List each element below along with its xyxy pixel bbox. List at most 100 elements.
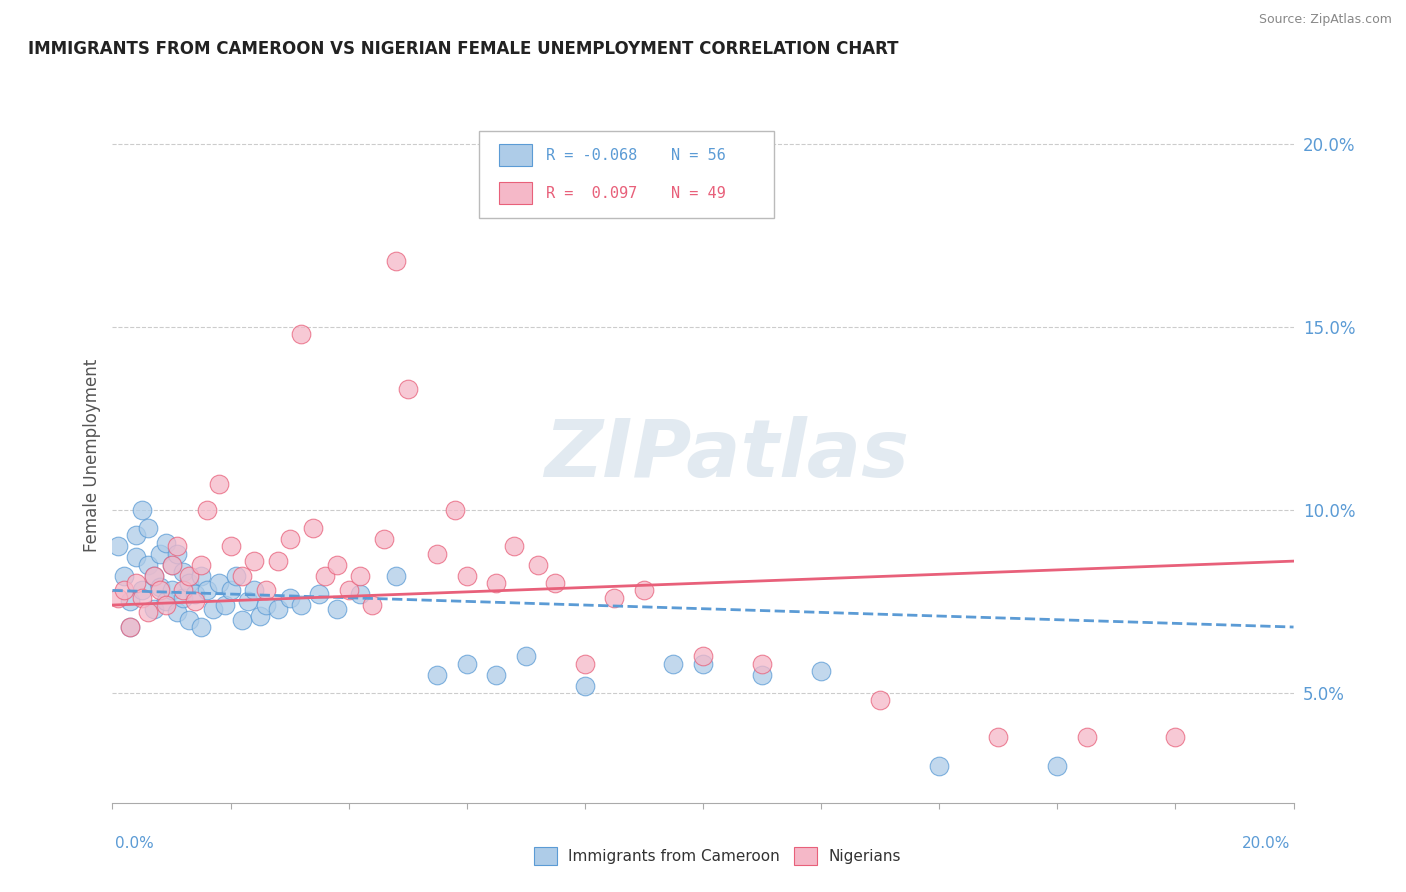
Point [166, 606, 188, 620]
Point [290, 598, 312, 612]
FancyBboxPatch shape [478, 131, 773, 219]
Point [278, 591, 301, 605]
Point [184, 587, 207, 601]
Point [149, 580, 172, 594]
Point [485, 667, 508, 681]
Point [136, 606, 159, 620]
Point [692, 649, 714, 664]
Point [120, 594, 142, 608]
Point [574, 679, 596, 693]
Point [136, 558, 159, 572]
Point [131, 591, 153, 605]
Point [155, 536, 177, 550]
Point [574, 657, 596, 671]
Point [515, 649, 537, 664]
Point [278, 532, 301, 546]
Point [243, 583, 266, 598]
Text: N = 56: N = 56 [671, 147, 725, 162]
Y-axis label: Female Unemployment: Female Unemployment [83, 359, 101, 551]
Point [149, 547, 172, 561]
Text: ZIPatlas: ZIPatlas [544, 416, 910, 494]
Bar [499, 144, 531, 166]
Text: R = -0.068: R = -0.068 [546, 147, 637, 162]
Point [136, 521, 159, 535]
Point [308, 587, 330, 601]
Point [662, 657, 685, 671]
Point [160, 558, 183, 572]
Point [125, 576, 148, 591]
Point [349, 587, 371, 601]
Point [142, 601, 165, 615]
Point [219, 540, 242, 554]
Point [290, 327, 312, 342]
Point [172, 591, 194, 605]
Point [456, 657, 478, 671]
Point [107, 591, 129, 605]
Point [928, 759, 950, 773]
Point [112, 583, 135, 598]
Point [166, 540, 188, 554]
Point [184, 594, 207, 608]
Point [225, 568, 247, 582]
Point [160, 558, 183, 572]
Point [692, 657, 714, 671]
Point [231, 568, 253, 582]
Point [142, 568, 165, 582]
Point [361, 598, 384, 612]
Point [208, 477, 231, 491]
Point [544, 576, 567, 591]
Point [112, 568, 135, 582]
Text: 20.0%: 20.0% [1243, 836, 1291, 851]
Point [249, 609, 271, 624]
Point [444, 503, 467, 517]
Point [869, 693, 891, 707]
Point [190, 620, 212, 634]
Text: Source: ZipAtlas.com: Source: ZipAtlas.com [1258, 13, 1392, 27]
Point [179, 613, 201, 627]
Point [302, 521, 325, 535]
Point [107, 540, 129, 554]
Point [314, 568, 336, 582]
Point [1164, 730, 1187, 744]
Point [254, 583, 277, 598]
Point [125, 550, 148, 565]
Point [201, 601, 224, 615]
Point [243, 554, 266, 568]
Point [267, 554, 290, 568]
Point [603, 591, 626, 605]
Point [396, 382, 419, 396]
Point [987, 730, 1010, 744]
Point [131, 503, 153, 517]
Point [195, 583, 218, 598]
Point [526, 558, 548, 572]
Point [160, 583, 183, 598]
Text: 0.0%: 0.0% [115, 836, 155, 851]
Point [1076, 730, 1098, 744]
Point [149, 583, 172, 598]
Text: IMMIGRANTS FROM CAMEROON VS NIGERIAN FEMALE UNEMPLOYMENT CORRELATION CHART: IMMIGRANTS FROM CAMEROON VS NIGERIAN FEM… [28, 40, 898, 58]
Point [485, 576, 508, 591]
Point [326, 558, 349, 572]
Point [231, 613, 253, 627]
Point [426, 547, 449, 561]
Point [1046, 759, 1069, 773]
Point [179, 576, 201, 591]
Point [155, 594, 177, 608]
Point [120, 620, 142, 634]
Point [195, 503, 218, 517]
Point [179, 568, 201, 582]
Point [166, 547, 188, 561]
Point [125, 528, 148, 542]
Text: Immigrants from Cameroon: Immigrants from Cameroon [568, 849, 780, 863]
Point [120, 620, 142, 634]
Point [751, 667, 773, 681]
Point [810, 664, 832, 678]
Point [219, 583, 242, 598]
Point [142, 568, 165, 582]
Point [503, 540, 526, 554]
Point [131, 583, 153, 598]
Point [456, 568, 478, 582]
Point [267, 601, 290, 615]
Point [751, 657, 773, 671]
Point [326, 601, 349, 615]
